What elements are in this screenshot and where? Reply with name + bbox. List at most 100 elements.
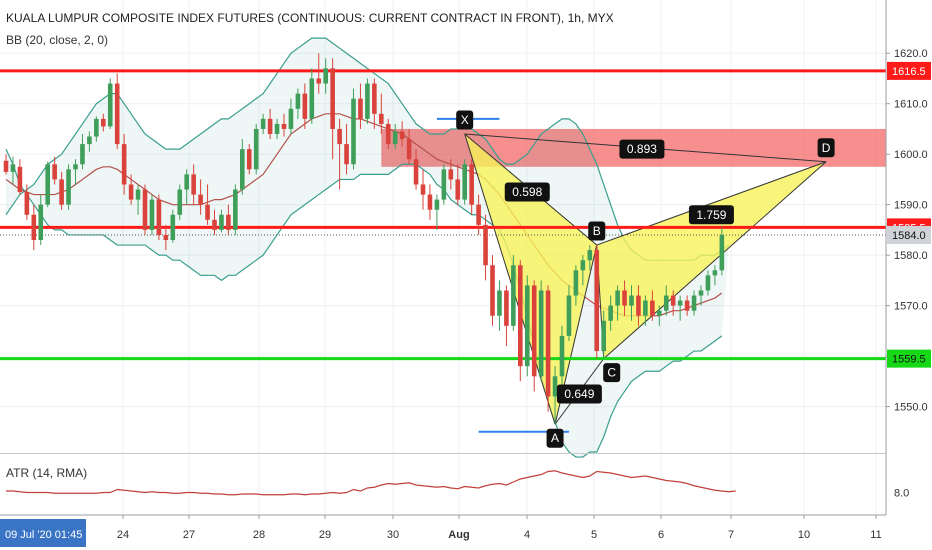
candle-80[interactable] — [559, 325, 565, 387]
candle-68[interactable] — [476, 194, 481, 235]
candle-89[interactable] — [622, 280, 627, 316]
candle-87[interactable] — [608, 295, 613, 331]
pattern-point-a[interactable]: A — [546, 428, 564, 448]
candle-3[interactable] — [24, 184, 30, 220]
candle-35[interactable] — [246, 144, 252, 175]
candle-73[interactable] — [511, 255, 516, 331]
pattern-point-d[interactable]: D — [817, 138, 835, 158]
pattern-point-b[interactable]: B — [588, 221, 606, 241]
candle-11[interactable] — [80, 134, 85, 170]
pattern-point-x[interactable]: X — [456, 110, 474, 130]
ratio-label-2[interactable]: 1.759 — [688, 205, 734, 225]
candle-85[interactable] — [594, 245, 600, 359]
candle-62[interactable] — [434, 194, 440, 230]
candle-79[interactable] — [552, 366, 558, 425]
candle-9[interactable] — [66, 164, 71, 210]
candle-60[interactable] — [420, 169, 426, 210]
candle-2[interactable] — [17, 159, 23, 195]
candle-12[interactable] — [87, 131, 92, 152]
candle-38[interactable] — [267, 108, 273, 140]
candle-78[interactable] — [545, 285, 551, 412]
candle-103[interactable] — [719, 227, 725, 276]
candle-33[interactable] — [233, 184, 238, 235]
crosshair-date-tag[interactable]: 09 Jul '20 01:45 — [0, 519, 86, 547]
candle-63[interactable] — [441, 164, 447, 205]
candle-58[interactable] — [406, 128, 412, 165]
candle-20[interactable] — [142, 184, 148, 235]
ratio-label-0[interactable]: 0.598 — [504, 182, 550, 202]
candle-52[interactable] — [365, 78, 370, 124]
ratio-label-3[interactable]: 0.893 — [619, 139, 665, 159]
candle-6[interactable] — [45, 161, 50, 208]
candle-88[interactable] — [615, 285, 620, 321]
candle-22[interactable] — [156, 194, 162, 240]
candle-19[interactable] — [135, 184, 141, 215]
candle-16[interactable] — [114, 73, 120, 150]
candle-64[interactable] — [448, 159, 454, 190]
candle-97[interactable] — [677, 295, 683, 321]
candle-36[interactable] — [253, 123, 259, 175]
candle-94[interactable] — [657, 305, 662, 326]
candle-81[interactable] — [566, 285, 572, 341]
candle-90[interactable] — [629, 285, 634, 321]
last-price-tag[interactable]: 1584.0 — [887, 225, 931, 244]
level-tag-2[interactable]: 1559.5 — [887, 349, 931, 368]
candle-32[interactable] — [226, 204, 231, 235]
candle-47[interactable] — [330, 58, 335, 160]
candle-57[interactable] — [399, 121, 405, 147]
candle-41[interactable] — [288, 98, 294, 134]
candle-69[interactable] — [483, 214, 488, 281]
candle-1[interactable] — [10, 156, 16, 185]
candle-21[interactable] — [149, 194, 155, 235]
candle-27[interactable] — [191, 164, 196, 205]
candle-77[interactable] — [538, 280, 544, 382]
candle-95[interactable] — [663, 285, 669, 316]
candle-70[interactable] — [490, 255, 495, 326]
candle-5[interactable] — [38, 194, 44, 246]
candle-7[interactable] — [52, 156, 57, 185]
candle-10[interactable] — [73, 159, 78, 185]
candle-13[interactable] — [94, 116, 99, 142]
candle-84[interactable] — [587, 245, 593, 271]
candle-0[interactable] — [3, 154, 9, 175]
candle-61[interactable] — [427, 184, 433, 220]
candle-51[interactable] — [358, 83, 363, 129]
candle-24[interactable] — [170, 209, 176, 243]
candle-14[interactable] — [101, 113, 106, 132]
candle-53[interactable] — [372, 78, 377, 129]
candle-30[interactable] — [212, 209, 217, 235]
atr-indicator-legend[interactable]: ATR (14, RMA) — [6, 466, 88, 480]
candle-65[interactable] — [455, 164, 461, 205]
candle-96[interactable] — [670, 290, 676, 316]
candle-72[interactable] — [504, 285, 509, 346]
candle-50[interactable] — [351, 88, 356, 170]
candle-15[interactable] — [107, 78, 113, 129]
candle-56[interactable] — [392, 123, 398, 150]
candle-25[interactable] — [177, 184, 183, 220]
level-tag-0[interactable]: 1616.5 — [887, 61, 931, 80]
candle-39[interactable] — [274, 118, 280, 140]
bb-indicator-legend[interactable]: BB (20, close, 2, 0) — [6, 33, 109, 47]
candle-98[interactable] — [684, 295, 690, 316]
candle-44[interactable] — [309, 68, 315, 124]
candle-18[interactable] — [128, 174, 134, 205]
candle-71[interactable] — [497, 280, 502, 331]
candle-59[interactable] — [413, 149, 419, 190]
candle-26[interactable] — [184, 169, 189, 205]
candle-101[interactable] — [705, 270, 711, 296]
ratio-label-1[interactable]: 0.649 — [556, 384, 602, 404]
candle-43[interactable] — [302, 83, 308, 129]
candle-100[interactable] — [698, 285, 704, 306]
candle-49[interactable] — [344, 123, 349, 175]
candle-82[interactable] — [573, 265, 579, 306]
atr-line[interactable] — [6, 470, 736, 496]
candle-74[interactable] — [518, 260, 523, 382]
candle-45[interactable] — [316, 53, 322, 94]
candle-37[interactable] — [260, 113, 266, 134]
candle-40[interactable] — [281, 113, 287, 137]
candle-76[interactable] — [531, 280, 537, 392]
candle-17[interactable] — [121, 134, 127, 195]
candle-46[interactable] — [323, 58, 328, 94]
